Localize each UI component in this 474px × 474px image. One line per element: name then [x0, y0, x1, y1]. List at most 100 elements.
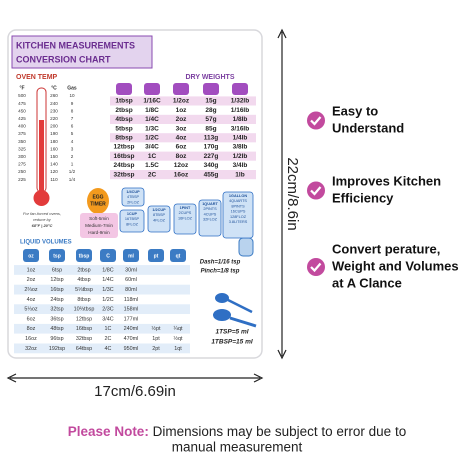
tablespoon-handle — [229, 316, 257, 328]
dry-cell: 113g — [204, 135, 218, 142]
egg-line: Hard-9min — [88, 230, 110, 235]
liquid-cell: 2tbsp — [77, 267, 90, 273]
liquid-cell: 6tsp — [52, 267, 62, 273]
dry-icon — [144, 83, 160, 95]
egg-icon — [87, 188, 109, 214]
liquid-header: C — [106, 253, 110, 259]
liquid-cell: 12tbsp — [76, 316, 92, 322]
title-box — [11, 35, 153, 69]
liquid-cell: 16tsp — [50, 287, 63, 293]
dry-cell: 1/8lb — [233, 116, 248, 123]
cup-text: 3.8LITERS — [229, 220, 248, 224]
dry-cell: 3oz — [176, 125, 188, 132]
oven-cell: 10 — [69, 93, 75, 98]
liquid-icon — [23, 249, 39, 262]
liquid-cell: 3/4C — [102, 316, 113, 322]
liquid-cell: 2pt — [152, 346, 160, 352]
liquid-icon — [100, 249, 116, 262]
liquid-header: qt — [176, 253, 181, 259]
teaspoon — [215, 293, 229, 303]
liquid-cell: 5⅓tbsp — [75, 287, 93, 293]
liquid-cell: 2⅔oz — [24, 287, 37, 293]
oven-cell: 500 — [18, 93, 26, 98]
liquid-row — [14, 274, 190, 285]
dry-cell: 1C — [148, 153, 157, 160]
oven-cell: 1 — [71, 162, 74, 167]
oven-cell: 200 — [50, 124, 58, 129]
width-arrowheads — [6, 373, 264, 383]
dry-row — [110, 133, 256, 143]
liquid-icon — [76, 249, 92, 262]
liquid-row — [14, 294, 190, 305]
liquid-cell: 96tsp — [50, 336, 63, 342]
cup-text: 1CUP — [127, 212, 138, 216]
dry-row — [110, 96, 256, 106]
feature-text: Efficiency — [332, 190, 394, 205]
liquid-header: tsp — [53, 253, 61, 259]
oven-header: Gas — [67, 85, 77, 91]
cup — [119, 209, 145, 233]
cup-text: 8TBSP — [153, 213, 165, 217]
width-label: 17cm/6.69in — [94, 383, 176, 400]
liquid-cell: 1C — [105, 326, 112, 332]
dry-row — [110, 151, 256, 161]
liquid-cell: ¼qt — [174, 326, 183, 332]
liquid-cell: 4oz — [27, 297, 36, 303]
liquid-cell: 192tsp — [49, 346, 65, 352]
liquid-cell: 8oz — [27, 326, 36, 332]
dry-cell: 1/2C — [145, 135, 159, 142]
oven-header: °F — [19, 85, 24, 91]
dry-cell: 8tbsp — [115, 135, 132, 142]
oven-cell: 9 — [71, 101, 74, 106]
liquid-row — [14, 284, 190, 295]
cup-text: 128FLOZ — [230, 215, 247, 219]
dry-row — [110, 170, 256, 180]
egg-label: EGG — [92, 194, 103, 200]
height-label: 22cm/8.6in — [284, 157, 301, 230]
cup-text: 4FLOZ — [153, 218, 165, 222]
liquid-cell: 30ml — [125, 267, 137, 273]
dry-row — [110, 124, 256, 134]
liquid-header: oz — [28, 253, 34, 259]
oven-cell: 180 — [50, 139, 58, 144]
oven-cell: 5 — [71, 131, 74, 136]
liquid-cell: ½pt — [152, 325, 161, 332]
dry-cell: 2oz — [176, 116, 188, 123]
chart-title: CONVERSION CHART — [16, 54, 111, 64]
liquid-cell: 1oz — [27, 267, 36, 273]
oven-cell: 1/4 — [69, 177, 76, 182]
oven-cell: 8 — [71, 108, 74, 113]
dry-weights-label: DRY WEIGHTS — [185, 74, 234, 81]
oven-cell: 475 — [18, 101, 26, 106]
feature-text: Easy to — [332, 103, 378, 118]
check-mark — [310, 116, 322, 126]
cup — [198, 199, 222, 237]
liquid-cell: 48tsp — [50, 326, 63, 332]
liquid-cell: 1qt — [174, 346, 182, 352]
oven-cell: 1/2 — [69, 169, 76, 174]
liquid-row — [14, 333, 190, 344]
salt-shaker — [238, 237, 254, 257]
dry-cell: 15g — [205, 98, 216, 105]
liquid-row — [14, 323, 190, 334]
liquid-cell: 1/2C — [102, 297, 113, 303]
liquid-cell: 6oz — [27, 316, 36, 322]
dry-cell: 16tbsp — [114, 153, 135, 160]
liquid-cell: 60ml — [125, 277, 137, 283]
note-text: manual measurement — [172, 440, 303, 455]
check-icon — [307, 181, 325, 200]
liquid-header: tbsp — [79, 253, 90, 259]
cup — [147, 205, 171, 233]
height-arrowheads — [277, 28, 287, 360]
dry-cell: 57g — [205, 116, 216, 123]
oven-cell: 240 — [50, 101, 58, 106]
cup-text: 2PINTS — [203, 207, 217, 211]
feature-text: Convert perature, — [332, 241, 440, 256]
dry-cell: 1/4C — [145, 116, 159, 123]
liquid-cell: 470ml — [124, 336, 139, 342]
dry-cell: 1oz — [176, 107, 188, 114]
liquid-row — [14, 265, 190, 275]
oven-cell: 120 — [50, 169, 58, 174]
dry-cell: 1/4lb — [233, 135, 248, 142]
oven-cell: 300 — [18, 154, 26, 159]
